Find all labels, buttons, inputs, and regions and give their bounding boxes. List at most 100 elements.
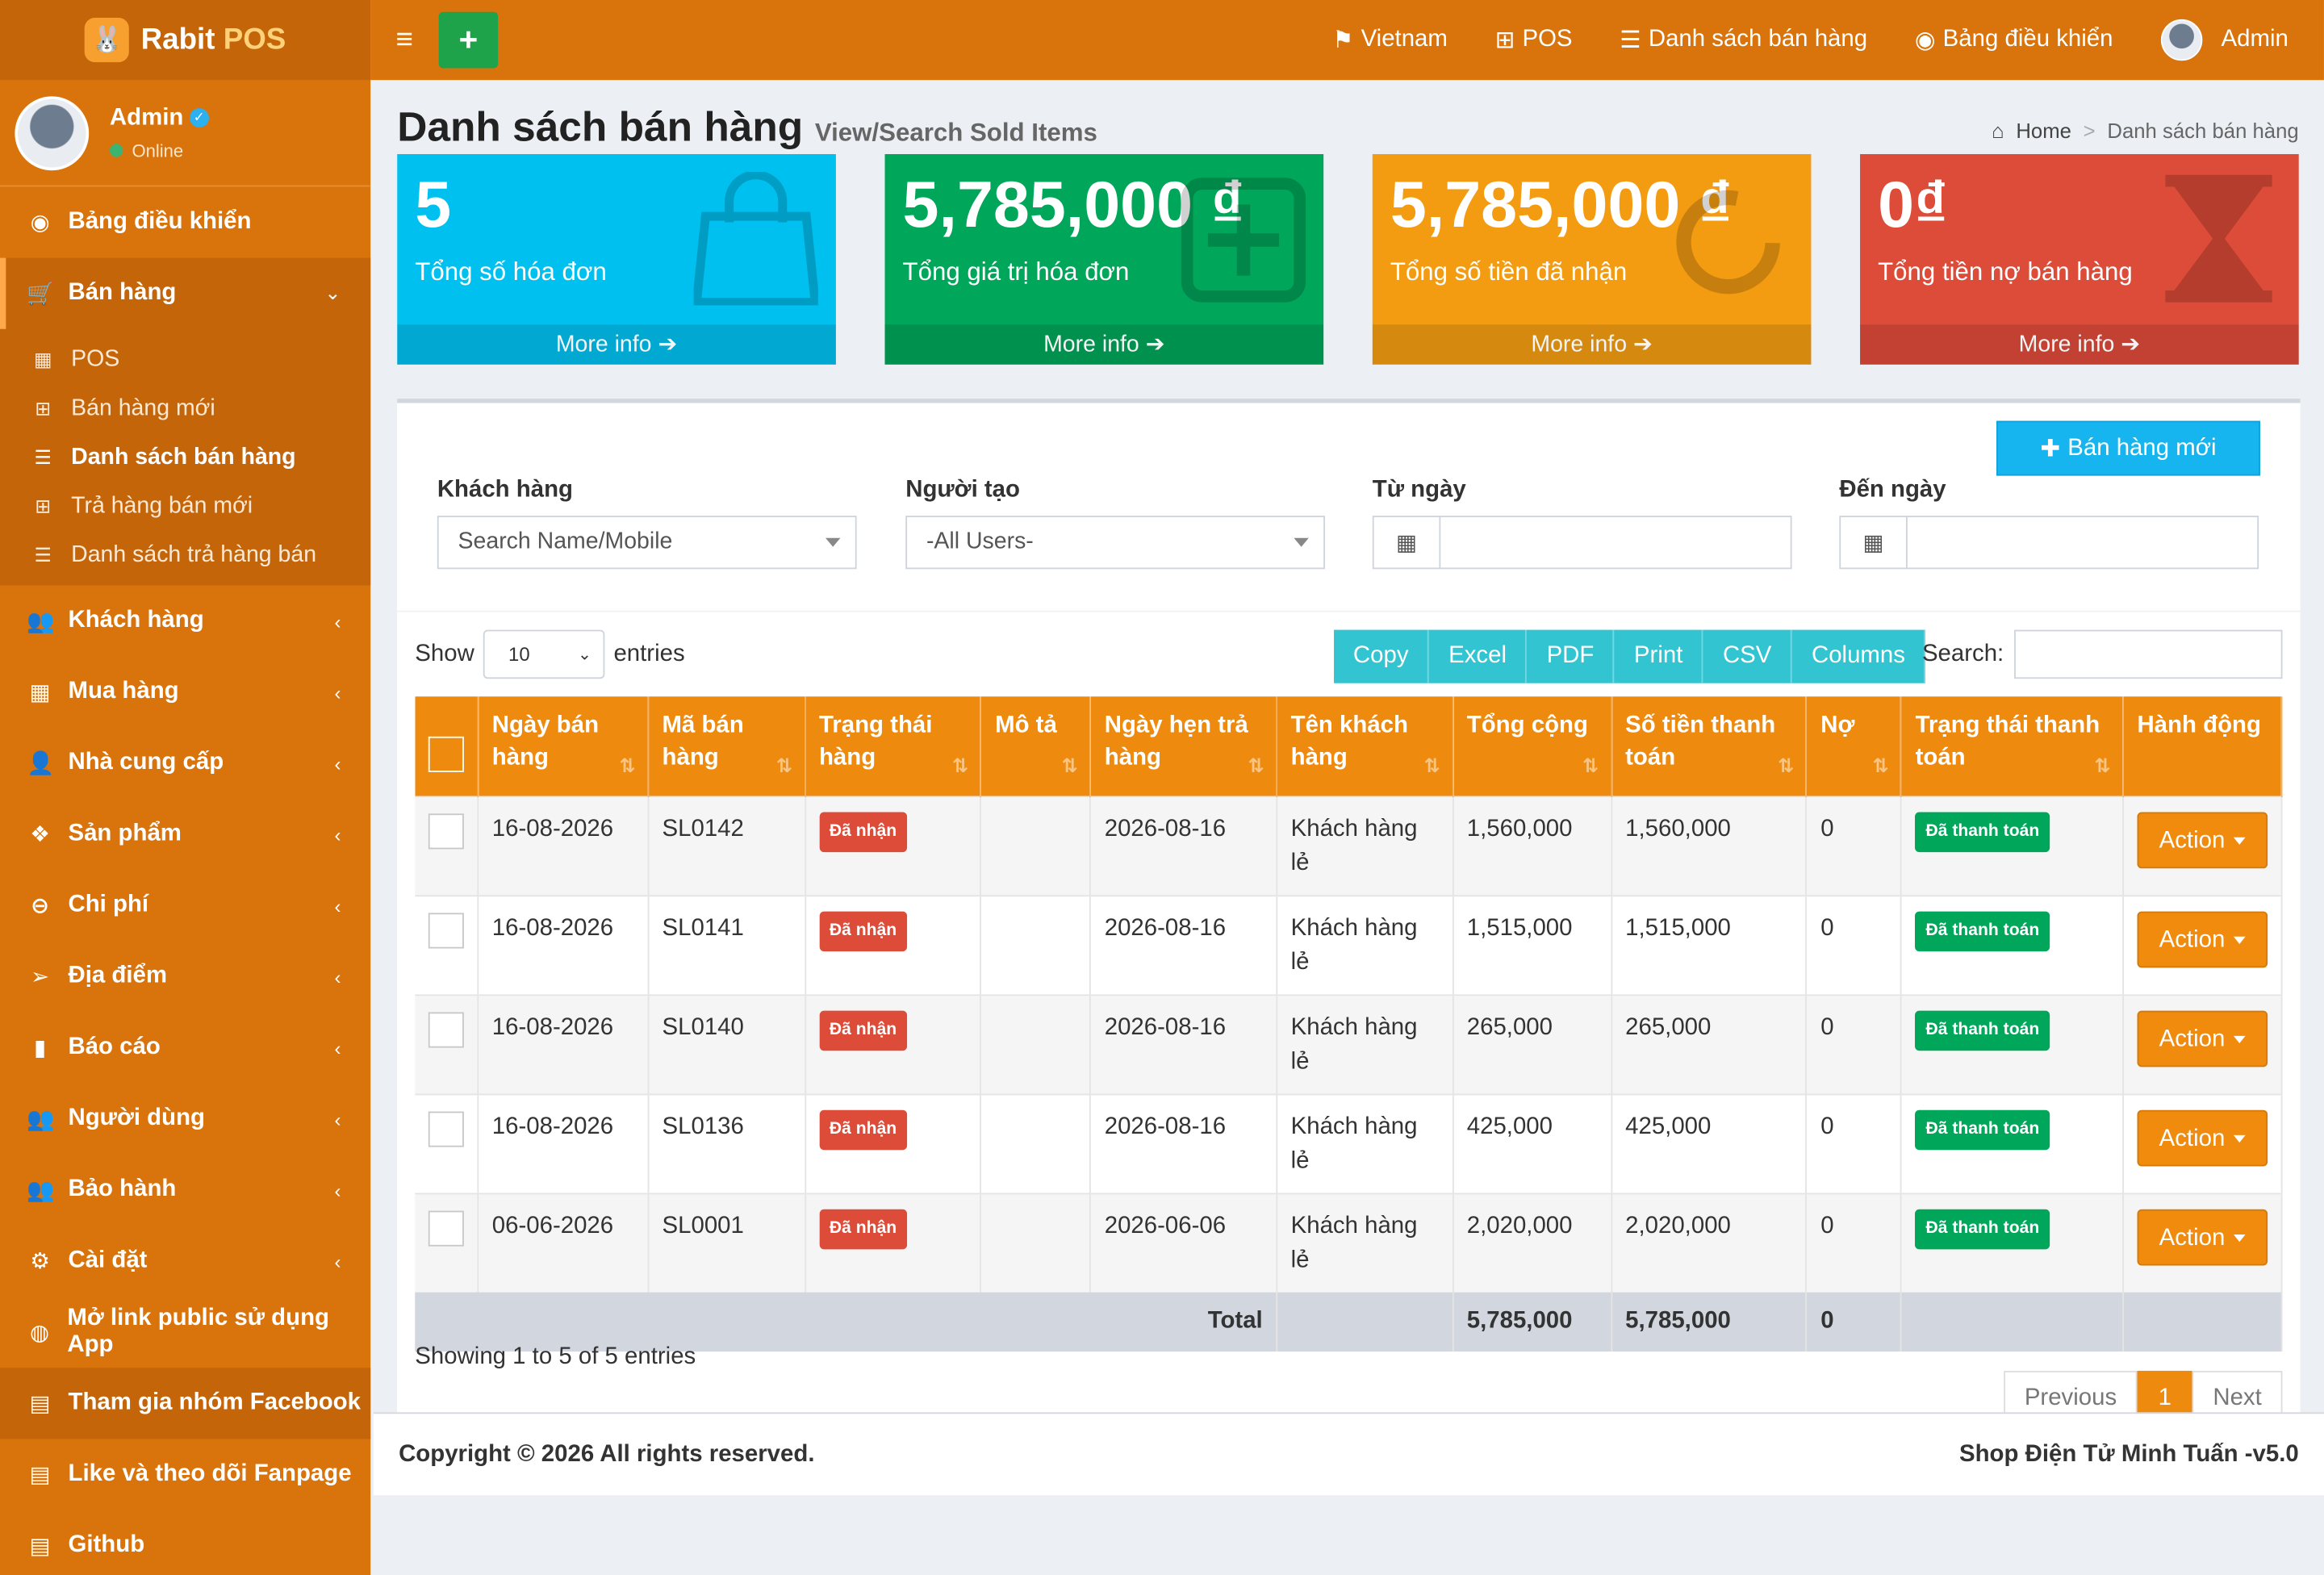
columns-button[interactable]: Columns: [1792, 629, 1926, 683]
filter-area: ✚ Bán hàng mới Khách hàng Search Name/Mob…: [397, 403, 2301, 611]
sidebar-sub-new-sale[interactable]: ⊞ Bán hàng mới: [0, 384, 370, 433]
copy-button[interactable]: Copy: [1334, 629, 1430, 683]
from-date-input[interactable]: ▦: [1372, 516, 1792, 570]
row-checkbox[interactable]: [428, 813, 464, 850]
hamburger-icon[interactable]: ≡: [395, 23, 414, 56]
language-link[interactable]: ⚑ Vietnam: [1332, 27, 1448, 54]
csv-button[interactable]: CSV: [1703, 629, 1793, 683]
col-debt[interactable]: Nợ ⇅: [1806, 696, 1903, 797]
sidebar-item-github[interactable]: ▤ Github: [0, 1510, 370, 1575]
refresh-icon: [1676, 190, 1780, 295]
sidebar-sub-sales-list[interactable]: ☰ Danh sách bán hàng: [0, 432, 370, 482]
sort-icon: ⇅: [775, 754, 792, 777]
action-button[interactable]: Action: [2137, 812, 2268, 869]
action-button[interactable]: Action: [2137, 1209, 2268, 1266]
chevron-left-icon: ‹: [334, 894, 341, 917]
stat-box-invoices: 5 Tổng số hóa đơn More info ➔: [397, 154, 836, 365]
col-customer-name[interactable]: Tên khách hàng ⇅: [1277, 696, 1454, 797]
page-length-select[interactable]: 10 ⌄: [483, 629, 605, 679]
sales-list-link[interactable]: ☰ Danh sách bán hàng: [1620, 27, 1868, 54]
to-date-input[interactable]: ▦: [1839, 516, 2259, 570]
sort-icon: ⇅: [1248, 754, 1264, 777]
col-description[interactable]: Mô tả ⇅: [980, 696, 1092, 797]
stat-boxes: 5 Tổng số hóa đơn More info ➔ 5,785,000 …: [397, 154, 2300, 365]
user-menu[interactable]: Admin: [2160, 19, 2288, 61]
col-payment-status[interactable]: Trạng thái thanh toán ⇅: [1901, 696, 2124, 797]
new-sale-button[interactable]: ✚ Bán hàng mới: [1996, 420, 2260, 476]
sidebar-item-customers[interactable]: 👥 Khách hàng ‹: [27, 608, 341, 635]
debt-sum: 0: [1806, 1292, 1903, 1352]
sidebar-item-dashboard[interactable]: ◉ Bảng điều khiển: [0, 186, 370, 257]
sidebar: 🐰 Rabit POS Admin ✓ Online ◉ Bảng điều khi…: [0, 0, 371, 1575]
action-button[interactable]: Action: [2137, 1109, 2268, 1167]
row-checkbox[interactable]: [428, 1210, 464, 1247]
customer-select[interactable]: Search Name/Mobile: [437, 516, 857, 570]
logo[interactable]: 🐰 Rabit POS: [0, 0, 371, 81]
sidebar-item-suppliers[interactable]: 👤 Nhà cung cấp ‹: [27, 750, 341, 777]
chevron-down-icon: ⌄: [324, 281, 341, 304]
to-date-filter: Đến ngày ▦: [1839, 477, 2259, 570]
user-plus-icon: 👤: [27, 751, 55, 777]
breadcrumb-home[interactable]: Home: [2016, 118, 2071, 143]
chevron-left-icon: ‹: [334, 680, 341, 704]
sidebar-item-expenses[interactable]: ⊖ Chi phí ‹: [0, 870, 370, 941]
col-sale-code[interactable]: Mã bán hàng ⇅: [648, 696, 806, 797]
sort-icon: ⇅: [619, 754, 636, 777]
col-total[interactable]: Tổng cộng ⇅: [1452, 696, 1612, 797]
sales-submenu: ▦ POS ⊞ Bán hàng mới ☰ Danh sách bán hàng ⊞…: [0, 328, 371, 586]
more-info-link[interactable]: More info ➔: [884, 324, 1324, 365]
sidebar-item-facebook-group[interactable]: ▤ Tham gia nhóm Facebook: [0, 1368, 371, 1439]
row-checkbox[interactable]: [428, 1111, 464, 1147]
select-all-checkbox[interactable]: [428, 736, 464, 772]
rabbit-logo-icon: 🐰: [84, 18, 129, 63]
sidebar-item-purchases[interactable]: ▦ Mua hàng ‹: [0, 657, 370, 728]
row-checkbox[interactable]: [428, 1012, 464, 1048]
action-button[interactable]: Action: [2137, 1010, 2268, 1067]
caret-down-icon: [2234, 1034, 2247, 1043]
pos-link[interactable]: ⊞ POS: [1494, 27, 1573, 54]
row-checkbox[interactable]: [428, 913, 464, 949]
sidebar-item-sales[interactable]: 🛒 Bán hàng ⌄: [0, 257, 371, 329]
col-paid[interactable]: Số tiền thanh toán ⇅: [1611, 696, 1808, 797]
col-sale-date[interactable]: Ngày bán hàng ⇅: [478, 696, 650, 797]
search-input[interactable]: [2014, 629, 2283, 679]
excel-button[interactable]: Excel: [1429, 629, 1528, 683]
user-panel: Admin ✓ Online: [0, 80, 371, 187]
col-return-date[interactable]: Ngày hẹn trả hàng ⇅: [1090, 696, 1278, 797]
more-info-link[interactable]: More info ➔: [397, 324, 836, 365]
sidebar-sub-pos[interactable]: ▦ POS: [33, 345, 120, 372]
print-button[interactable]: Print: [1615, 629, 1704, 683]
list-icon: ☰: [1620, 27, 1641, 54]
chevron-left-icon: ‹: [334, 1250, 341, 1272]
col-goods-status[interactable]: Trạng thái hàng ⇅: [805, 696, 982, 797]
more-info-link[interactable]: More info ➔: [1372, 324, 1812, 365]
page-subtitle: View/Search Sold Items: [814, 118, 1097, 147]
select-all-header: [415, 696, 479, 797]
gears-icon: ⚙: [30, 1249, 50, 1275]
chevron-left-icon: ‹: [334, 823, 341, 846]
sidebar-sub-return-list[interactable]: ☰ Danh sách trả hàng bán: [0, 531, 370, 580]
sidebar-item-public-link[interactable]: ◍ Mở link public sử dụng App: [0, 1297, 370, 1368]
quick-add-button[interactable]: +: [438, 11, 499, 69]
sidebar-item-warranty[interactable]: 👥 Bảo hành ‹: [27, 1176, 341, 1204]
avatar: [15, 95, 90, 170]
sidebar-item-products[interactable]: ❖ Sản phẩm ‹: [0, 799, 370, 870]
plus-square-icon: ⊞: [35, 494, 52, 517]
more-info-link[interactable]: More info ➔: [1860, 324, 2299, 365]
calendar-icon: ▦: [1841, 517, 1908, 568]
creator-select[interactable]: -All Users-: [905, 516, 1326, 570]
status-badge: Đã nhận: [818, 812, 908, 853]
pdf-button[interactable]: PDF: [1527, 629, 1616, 683]
table-info: Showing 1 to 5 of 5 entries: [415, 1343, 696, 1370]
sidebar-item-reports[interactable]: ▮ Báo cáo ‹: [0, 1012, 370, 1083]
sidebar-item-users[interactable]: 👥 Người dùng ‹: [27, 1105, 341, 1133]
dashboard-link[interactable]: ◉ Bảng điều khiển: [1914, 27, 2113, 54]
avatar: [2160, 19, 2202, 61]
sidebar-sub-new-return[interactable]: ⊞ Trả hàng bán mới: [0, 482, 370, 531]
hourglass-icon: [2165, 174, 2272, 303]
sidebar-item-settings[interactable]: ⚙ Cài đặt ‹: [0, 1226, 370, 1297]
chevron-left-icon: ‹: [334, 1036, 341, 1059]
action-button[interactable]: Action: [2137, 911, 2268, 968]
sidebar-item-fanpage[interactable]: ▤ Like và theo dõi Fanpage: [0, 1439, 370, 1510]
sidebar-item-locations[interactable]: ➢ Địa điểm ‹: [0, 941, 370, 1012]
